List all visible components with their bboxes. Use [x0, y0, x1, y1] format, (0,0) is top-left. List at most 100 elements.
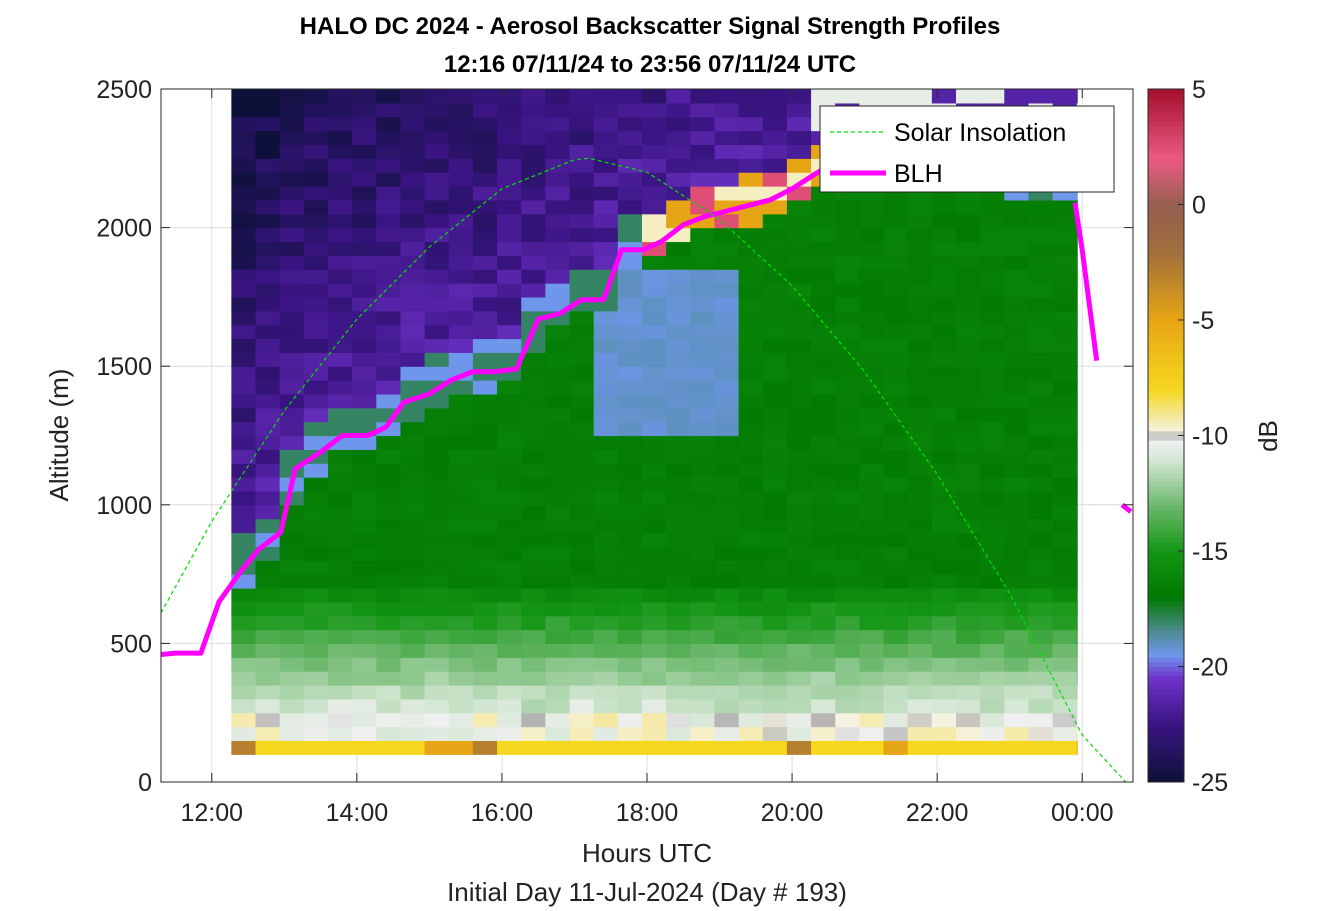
heatmap-cell — [545, 144, 571, 159]
heatmap-cell — [593, 684, 619, 700]
heatmap-cell — [424, 310, 450, 326]
heatmap-cell — [279, 102, 305, 118]
heatmap-cell — [593, 601, 619, 617]
heatmap-cell — [980, 518, 1005, 534]
heatmap-cell — [472, 490, 498, 506]
heatmap-cell — [303, 283, 329, 298]
heatmap-cell — [1004, 213, 1030, 229]
colorbar-segment — [1148, 717, 1184, 723]
heatmap-cell — [1004, 518, 1030, 534]
heatmap-cell — [617, 671, 643, 686]
heatmap-cell — [762, 89, 788, 104]
heatmap-cell — [641, 144, 667, 159]
heatmap-cell — [472, 546, 498, 561]
heatmap-cell — [690, 712, 716, 728]
heatmap-cell — [1076, 574, 1078, 589]
heatmap-cell — [931, 671, 957, 686]
heatmap-cell — [303, 629, 329, 644]
heatmap-cell — [569, 310, 595, 326]
heatmap-cell — [352, 116, 377, 132]
y-tick-label: 1000 — [96, 492, 152, 520]
heatmap-cell — [762, 587, 788, 603]
heatmap-cell — [690, 255, 716, 270]
heatmap-cell — [472, 338, 498, 353]
heatmap-cell — [786, 338, 812, 353]
heatmap-cell — [786, 449, 812, 464]
heatmap-cell — [521, 421, 546, 437]
heatmap-cell — [472, 560, 498, 575]
heatmap-cell — [931, 643, 957, 658]
heatmap-cell — [448, 560, 474, 575]
heatmap-cell — [859, 199, 885, 215]
colorbar-segment — [1148, 338, 1184, 344]
heatmap-cell — [376, 380, 402, 395]
heatmap-cell — [521, 116, 546, 132]
heatmap-cell — [762, 518, 788, 534]
heatmap-cell — [521, 477, 546, 492]
heatmap-cell — [593, 352, 619, 367]
heatmap-cell — [472, 241, 498, 256]
heatmap-cell — [714, 421, 740, 437]
colorbar-segment — [1148, 356, 1184, 363]
heatmap-cell — [231, 393, 257, 409]
heatmap-cell — [327, 158, 353, 173]
heatmap-cell — [980, 89, 1005, 104]
heatmap-cell — [497, 712, 522, 728]
colorbar-segment — [1148, 426, 1184, 432]
heatmap-cell — [641, 130, 667, 146]
heatmap-cell — [714, 352, 740, 367]
heatmap-cell — [231, 296, 257, 312]
heatmap-cell — [1028, 546, 1054, 561]
heatmap-cell — [448, 490, 474, 506]
heatmap-cell — [956, 269, 981, 284]
heatmap-cell — [569, 324, 595, 340]
heatmap-cell — [593, 546, 619, 561]
heatmap-cell — [569, 615, 595, 631]
colorbar-segment — [1148, 611, 1184, 617]
heatmap-cell — [811, 490, 836, 506]
heatmap-cell — [400, 504, 426, 520]
heatmap-cell — [472, 574, 498, 589]
heatmap-cell — [690, 560, 716, 575]
heatmap-cell — [569, 560, 595, 575]
heatmap-cell — [1052, 560, 1078, 575]
heatmap-cell — [400, 698, 426, 714]
heatmap-cell — [448, 504, 474, 520]
heatmap-cell — [497, 698, 522, 714]
heatmap-cell — [279, 698, 305, 714]
heatmap-cell — [738, 352, 764, 367]
heatmap-cell — [279, 740, 305, 755]
heatmap-cell — [738, 490, 764, 506]
heatmap-cell — [303, 560, 329, 575]
heatmap-cell — [641, 574, 667, 589]
heatmap-cell — [617, 89, 643, 104]
heatmap-cell — [521, 740, 546, 755]
colorbar-segment — [1148, 675, 1184, 681]
colorbar-segment — [1148, 273, 1184, 279]
colorbar-segment — [1148, 269, 1184, 275]
heatmap-cell — [786, 435, 812, 450]
heatmap-cell — [1004, 338, 1030, 353]
heatmap-cell — [980, 712, 1005, 728]
colorbar-segment — [1148, 278, 1184, 284]
heatmap-cell — [545, 116, 571, 132]
heatmap-cell — [255, 227, 281, 243]
colorbar-segment — [1148, 246, 1184, 252]
heatmap-cell — [279, 587, 305, 603]
heatmap-cell — [448, 477, 474, 492]
heatmap-cell — [641, 463, 667, 478]
heatmap-cell — [424, 144, 450, 159]
heatmap-cell — [883, 269, 909, 284]
heatmap-cell — [980, 615, 1005, 631]
heatmap-cell — [641, 199, 667, 215]
heatmap-cell — [786, 269, 812, 284]
heatmap-cell — [714, 643, 740, 658]
x-tick-label: 12:00 — [180, 799, 243, 827]
heatmap-cell — [497, 587, 522, 603]
colorbar-segment — [1148, 333, 1184, 339]
heatmap-cell — [376, 283, 402, 298]
heatmap-cell — [545, 726, 571, 742]
heatmap-cell — [956, 324, 981, 340]
heatmap-cell — [497, 338, 522, 353]
colorbar-segment — [1148, 227, 1184, 233]
